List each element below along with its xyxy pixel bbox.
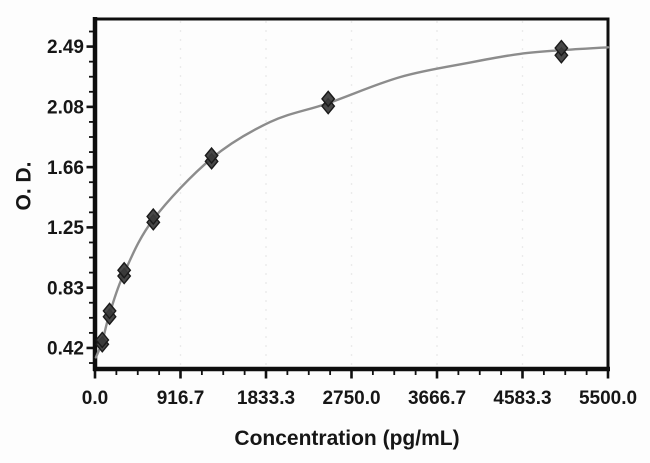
x-tick-label: 5500.0 bbox=[579, 388, 637, 409]
standard-point-marker bbox=[204, 146, 219, 165]
standard-point-marker bbox=[95, 331, 110, 349]
x-tick-label: 2750.0 bbox=[322, 388, 380, 409]
standard-point-marker bbox=[102, 302, 117, 320]
x-axis-title: Concentration (pg/mL) bbox=[234, 427, 459, 450]
data-point-markers bbox=[95, 39, 569, 353]
y-tick-label: 2.08 bbox=[47, 98, 84, 119]
y-tick-label: 0.42 bbox=[47, 339, 84, 360]
standard-point-marker bbox=[321, 90, 336, 108]
x-tick-label: 916.7 bbox=[157, 388, 205, 409]
standard-point-marker bbox=[117, 261, 132, 279]
y-tick-label: 1.66 bbox=[47, 158, 84, 179]
y-tick-label: 0.83 bbox=[47, 278, 84, 299]
y-tick-label: 1.25 bbox=[47, 218, 84, 239]
x-tick-labels: 0.0 916.7 1833.3 2750.0 3666.7 4583.3 5500.0 bbox=[82, 388, 637, 409]
vertical-gridlines bbox=[179, 21, 524, 367]
y-tick-label: 2.49 bbox=[47, 37, 84, 58]
x-tick-label: 4583.3 bbox=[493, 388, 551, 409]
x-tick-label: 3666.7 bbox=[408, 388, 466, 409]
y-tick-labels: 0.42 0.83 1.25 1.66 2.08 2.49 bbox=[47, 37, 84, 359]
x-tick-label: 1833.3 bbox=[237, 388, 295, 409]
y-axis-title: O. D. bbox=[12, 161, 35, 210]
standard-point-marker bbox=[146, 207, 161, 226]
standard-point-marker bbox=[554, 39, 569, 57]
x-tick-label: 0.0 bbox=[82, 388, 108, 409]
